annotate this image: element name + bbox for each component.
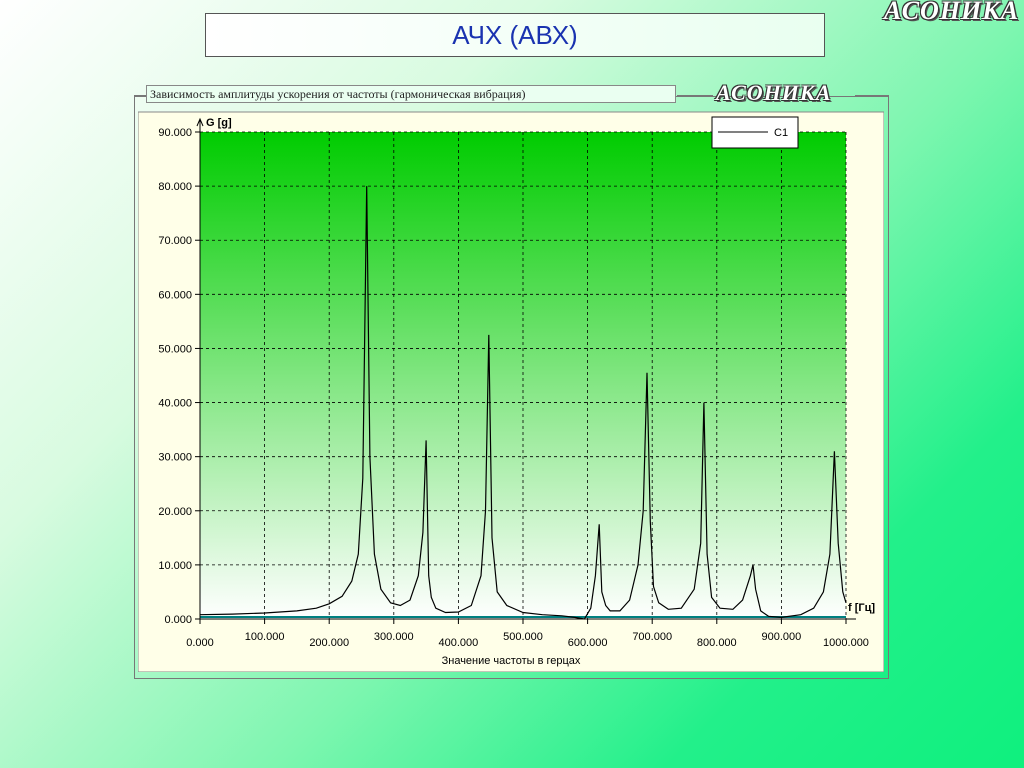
x-axis-title: Значение частоты в герцах [442, 655, 581, 667]
plot-area [200, 132, 846, 619]
x-tick-label: 400.000 [439, 637, 479, 649]
x-tick-label: 1000.000 [823, 637, 869, 649]
y-tick-label: 70.000 [158, 235, 192, 247]
series-line-c1 [199, 186, 847, 620]
y-tick-label: 60.000 [158, 289, 192, 301]
x-tick-label: 700.000 [632, 631, 672, 643]
x-axis-unit-label: f [Гц] [848, 602, 875, 614]
axes [195, 117, 856, 624]
panel-frame-line [855, 95, 889, 96]
tick-labels: 0.000 100.000 200.000 300.000 400.000 500.000… [158, 127, 869, 649]
y-tick-label: 50.000 [158, 343, 192, 355]
x-tick-label: 200.000 [309, 637, 349, 649]
x-tick-label: 100.000 [245, 631, 285, 643]
panel-title: Зависимость амплитуды ускорения от часто… [146, 85, 676, 103]
x-tick-label: 900.000 [762, 631, 802, 643]
y-axis-label: G [g] [206, 117, 232, 129]
y-tick-label: 20.000 [158, 506, 192, 518]
x-tick-label: 800.000 [697, 637, 737, 649]
panel-frame-line [677, 95, 713, 96]
y-tick-label: 90.000 [158, 127, 192, 139]
y-tick-label: 10.000 [158, 560, 192, 572]
legend: C1 [711, 116, 799, 149]
x-tick-label: 300.000 [374, 631, 414, 643]
y-axis-arrow [196, 117, 204, 127]
x-tick-label: 600.000 [568, 637, 608, 649]
x-tick-label: 0.000 [186, 637, 214, 649]
slide-title: АЧХ (АВХ) [205, 13, 825, 57]
asonika-logo-corner: АСОНИКА [884, 0, 1020, 25]
y-tick-label: 30.000 [158, 452, 192, 464]
y-tick-label: 40.000 [158, 398, 192, 410]
y-tick-label: 80.000 [158, 181, 192, 193]
panel-frame-line [134, 95, 146, 96]
y-tick-label: 0.000 [164, 614, 192, 626]
frequency-response-chart: 0.000 100.000 200.000 300.000 400.000 500.000… [138, 111, 884, 672]
asonika-logo-panel: АСОНИКА [716, 80, 832, 105]
legend-entry-c1: C1 [774, 127, 788, 139]
x-tick-label: 500.000 [503, 631, 543, 643]
